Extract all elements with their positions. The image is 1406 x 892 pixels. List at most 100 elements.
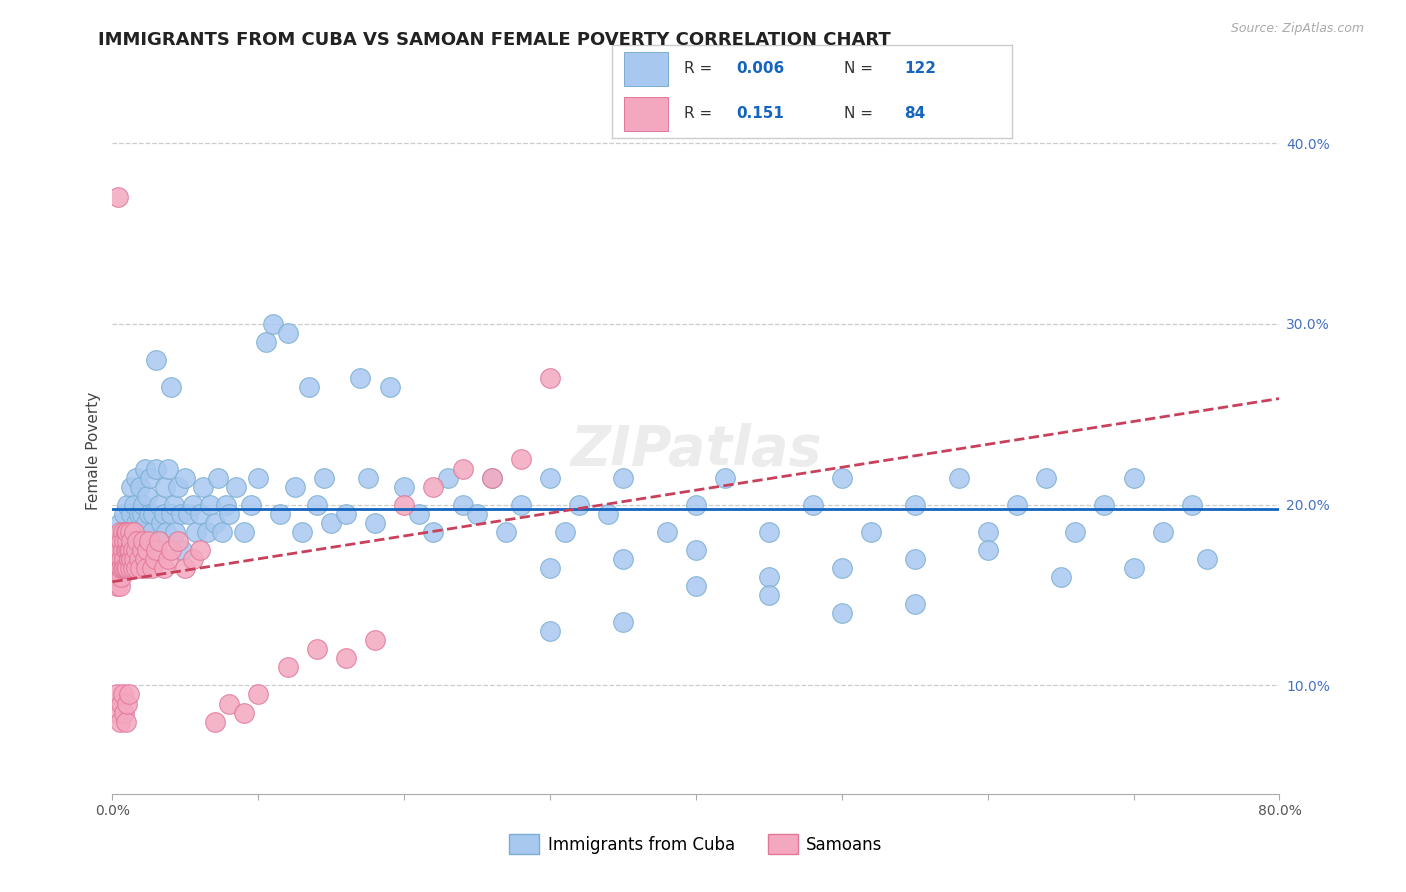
Point — [801, 498, 824, 512]
Point — [568, 498, 591, 512]
Point — [758, 570, 780, 584]
Point — [685, 542, 707, 557]
Point — [153, 480, 176, 494]
Point — [122, 524, 145, 539]
Point — [247, 688, 270, 702]
Point — [685, 498, 707, 512]
Point — [142, 507, 165, 521]
Point — [148, 498, 170, 512]
Point — [305, 498, 328, 512]
Point — [1181, 498, 1204, 512]
Point — [110, 552, 132, 566]
Point — [131, 533, 153, 548]
Point — [108, 516, 131, 530]
Point — [394, 498, 416, 512]
Point — [108, 579, 131, 593]
Point — [131, 542, 153, 557]
Point — [110, 561, 132, 575]
Point — [145, 542, 167, 557]
Point — [207, 470, 229, 484]
Point — [107, 706, 129, 720]
Point — [112, 552, 135, 566]
Text: N =: N = — [844, 106, 873, 121]
Point — [138, 507, 160, 521]
Point — [148, 533, 170, 548]
Point — [115, 498, 138, 512]
Point — [105, 542, 128, 557]
Point — [451, 461, 474, 475]
Point — [904, 498, 927, 512]
Point — [291, 524, 314, 539]
Point — [269, 507, 291, 521]
Point — [105, 561, 128, 575]
Point — [141, 524, 163, 539]
Point — [538, 561, 561, 575]
Point — [118, 561, 141, 575]
Point — [481, 470, 503, 484]
Point — [152, 507, 174, 521]
Point — [481, 470, 503, 484]
Point — [110, 533, 132, 548]
Point — [538, 470, 561, 484]
Point — [132, 498, 155, 512]
Point — [422, 524, 444, 539]
Point — [262, 317, 284, 331]
Point — [110, 697, 132, 711]
Point — [114, 561, 136, 575]
Point — [357, 470, 380, 484]
Point — [132, 533, 155, 548]
Point — [136, 542, 159, 557]
Text: N =: N = — [844, 62, 873, 77]
Point — [134, 524, 156, 539]
Point — [139, 470, 162, 484]
Bar — [624, 97, 668, 131]
Point — [104, 552, 127, 566]
Point — [114, 542, 136, 557]
Point — [335, 507, 357, 521]
Point — [612, 552, 634, 566]
Point — [1005, 498, 1028, 512]
Point — [312, 470, 335, 484]
Point — [655, 524, 678, 539]
Point — [135, 516, 157, 530]
Point — [218, 697, 240, 711]
Point — [831, 561, 853, 575]
Point — [141, 561, 163, 575]
Point — [135, 561, 157, 575]
Point — [1195, 552, 1218, 566]
Point — [321, 516, 343, 530]
Point — [128, 552, 150, 566]
Point — [149, 516, 172, 530]
Point — [284, 480, 307, 494]
Point — [904, 597, 927, 611]
Point — [1122, 470, 1144, 484]
Point — [204, 714, 226, 729]
Point — [181, 498, 204, 512]
Point — [111, 561, 134, 575]
Point — [134, 461, 156, 475]
Point — [122, 542, 145, 557]
Point — [451, 498, 474, 512]
Point — [1049, 570, 1071, 584]
Point — [1152, 524, 1174, 539]
Point — [108, 714, 131, 729]
Point — [118, 542, 141, 557]
Point — [117, 552, 139, 566]
Point — [612, 470, 634, 484]
Point — [612, 615, 634, 630]
Point — [714, 470, 737, 484]
Point — [1064, 524, 1087, 539]
Point — [860, 524, 883, 539]
Point — [276, 660, 298, 674]
Point — [128, 552, 150, 566]
Point — [108, 542, 131, 557]
Point — [177, 507, 200, 521]
Point — [134, 552, 156, 566]
Point — [107, 533, 129, 548]
Point — [172, 542, 194, 557]
Point — [276, 326, 298, 340]
Point — [509, 452, 531, 467]
Point — [107, 190, 129, 204]
Point — [124, 552, 146, 566]
Point — [200, 498, 222, 512]
